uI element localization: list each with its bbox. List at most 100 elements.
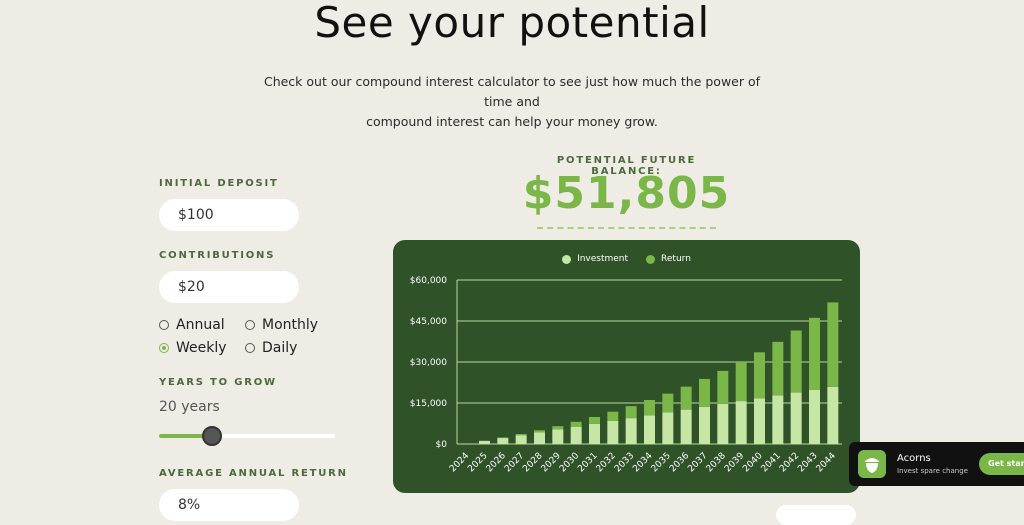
- bar-investment: [534, 432, 545, 444]
- bar-return: [607, 412, 618, 421]
- bar-return: [552, 426, 563, 429]
- x-tick-label: 2039: [723, 451, 746, 474]
- frequency-option-daily[interactable]: Daily: [245, 340, 297, 356]
- bar-investment: [809, 390, 820, 444]
- radio-monthly-icon: [245, 320, 255, 330]
- x-tick-label: 2040: [741, 451, 764, 474]
- x-tick-label: 2025: [466, 451, 489, 474]
- bar-investment: [772, 395, 783, 444]
- y-tick-label: $0: [436, 440, 448, 450]
- return-input[interactable]: 8%: [159, 489, 299, 521]
- years-value: 20 years: [159, 399, 220, 415]
- bar-return: [662, 394, 673, 413]
- acorns-promo-card[interactable]: Acorns Invest spare change Get started: [849, 442, 1024, 486]
- bar-return: [497, 438, 508, 439]
- radio-weekly-icon: [159, 343, 169, 353]
- bar-return: [534, 430, 545, 432]
- years-slider[interactable]: [159, 434, 335, 438]
- bar-investment: [827, 387, 838, 444]
- page-title: See your potential: [0, 0, 1024, 47]
- bar-return: [754, 352, 765, 398]
- x-tick-label: 2029: [540, 451, 563, 474]
- y-tick-label: $60,000: [410, 276, 447, 286]
- acorn-slider-thumb-icon[interactable]: [202, 426, 222, 446]
- bar-investment: [736, 401, 747, 444]
- bar-investment: [497, 438, 508, 444]
- initial-deposit-input[interactable]: $100: [159, 199, 299, 231]
- x-tick-label: 2027: [503, 451, 526, 474]
- page-subtitle: Check out our compound interest calculat…: [262, 72, 762, 132]
- bar-investment: [791, 393, 802, 444]
- bar-investment: [479, 441, 490, 444]
- contributions-input[interactable]: $20: [159, 271, 299, 303]
- bar-return: [516, 434, 527, 435]
- partial-card: [776, 505, 856, 525]
- frequency-option-monthly[interactable]: Monthly: [245, 317, 318, 333]
- contributions-label: CONTRIBUTIONS: [159, 250, 275, 261]
- x-tick-label: 2038: [705, 451, 728, 474]
- bar-investment: [589, 424, 600, 444]
- x-tick-label: 2028: [521, 451, 544, 474]
- x-tick-label: 2034: [631, 451, 654, 474]
- y-tick-label: $15,000: [410, 399, 447, 409]
- bar-return: [571, 422, 582, 427]
- radio-annual-icon: [159, 320, 169, 330]
- x-tick-label: 2035: [650, 451, 673, 474]
- bar-return: [717, 371, 728, 404]
- x-tick-label: 2032: [595, 451, 618, 474]
- bar-investment: [754, 398, 765, 444]
- frequency-label-monthly: Monthly: [262, 317, 318, 333]
- y-tick-label: $30,000: [410, 358, 447, 368]
- bar-investment: [681, 410, 692, 444]
- frequency-label-annual: Annual: [176, 317, 225, 333]
- frequency-label-daily: Daily: [262, 340, 297, 356]
- radio-daily-icon: [245, 343, 255, 353]
- frequency-label-weekly: Weekly: [176, 340, 227, 356]
- x-tick-label: 2037: [686, 451, 709, 474]
- acorns-title: Acorns: [897, 453, 931, 464]
- bar-return: [626, 406, 637, 418]
- bar-investment: [571, 427, 582, 444]
- y-tick-label: $45,000: [410, 317, 447, 327]
- subtitle-line-1: Check out our compound interest calculat…: [262, 72, 762, 112]
- bar-return: [736, 362, 747, 401]
- x-tick-label: 2030: [558, 451, 581, 474]
- bar-investment: [516, 435, 527, 444]
- acorns-subtitle: Invest spare change: [897, 467, 968, 475]
- years-label: YEARS TO GROW: [159, 377, 277, 388]
- bar-investment: [552, 430, 563, 444]
- balance-underline: [537, 227, 716, 229]
- x-tick-label: 2044: [815, 451, 838, 474]
- bar-investment: [644, 415, 655, 444]
- x-tick-label: 2031: [576, 451, 599, 474]
- bar-investment: [626, 418, 637, 444]
- bar-return: [791, 331, 802, 393]
- frequency-option-weekly[interactable]: Weekly: [159, 340, 245, 356]
- x-tick-label: 2036: [668, 451, 691, 474]
- x-tick-label: 2042: [778, 451, 801, 474]
- x-tick-label: 2043: [796, 451, 819, 474]
- initial-deposit-label: INITIAL DEPOSIT: [159, 178, 279, 189]
- bar-investment: [662, 412, 673, 444]
- bar-return: [772, 342, 783, 396]
- x-tick-label: 2026: [485, 451, 508, 474]
- return-label: AVERAGE ANNUAL RETURN: [159, 468, 348, 479]
- bar-return: [809, 318, 820, 390]
- balance-value: $51,805: [520, 168, 733, 219]
- bar-investment: [607, 421, 618, 444]
- acorns-logo-icon: [858, 450, 886, 478]
- subtitle-line-2: compound interest can help your money gr…: [262, 112, 762, 132]
- bar-return: [589, 417, 600, 424]
- chart-card: Investment Return $0$15,000$30,000$45,00…: [393, 240, 860, 493]
- bar-investment: [699, 407, 710, 444]
- x-tick-label: 2033: [613, 451, 636, 474]
- bar-return: [827, 302, 838, 386]
- frequency-row-2: Weekly Daily: [159, 340, 297, 356]
- x-tick-label: 2024: [448, 451, 471, 474]
- x-tick-label: 2041: [760, 451, 783, 474]
- bar-investment: [717, 404, 728, 444]
- frequency-option-annual[interactable]: Annual: [159, 317, 245, 333]
- bar-return: [681, 387, 692, 410]
- get-started-button[interactable]: Get started: [979, 453, 1024, 475]
- frequency-row-1: Annual Monthly: [159, 317, 318, 333]
